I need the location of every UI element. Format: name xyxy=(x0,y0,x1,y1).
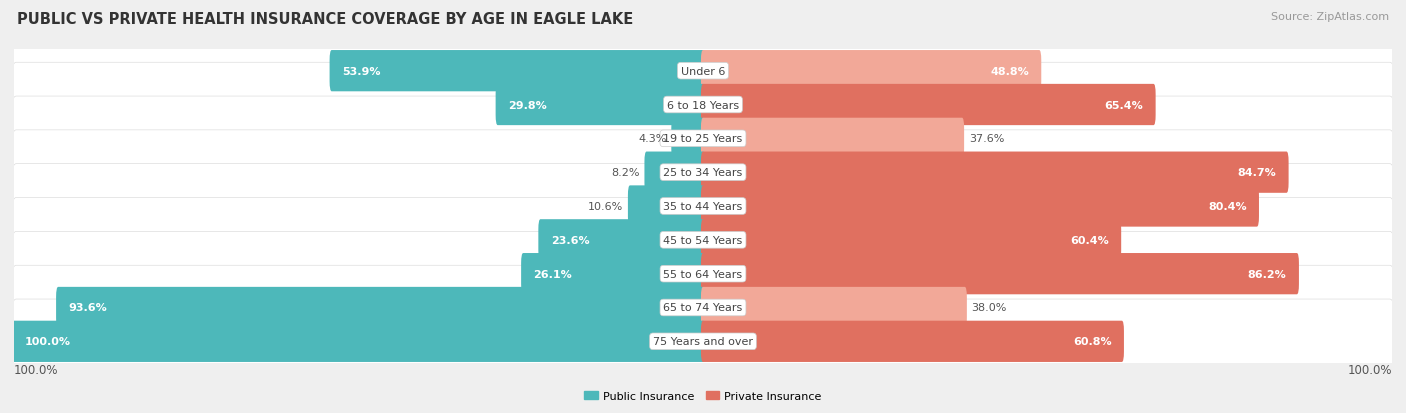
FancyBboxPatch shape xyxy=(11,29,1395,114)
FancyBboxPatch shape xyxy=(702,119,965,159)
Text: 29.8%: 29.8% xyxy=(508,100,547,110)
Text: 60.4%: 60.4% xyxy=(1070,235,1109,245)
FancyBboxPatch shape xyxy=(11,28,1395,115)
Text: 4.3%: 4.3% xyxy=(638,134,666,144)
Text: 6 to 18 Years: 6 to 18 Years xyxy=(666,100,740,110)
FancyBboxPatch shape xyxy=(11,97,1395,181)
Legend: Public Insurance, Private Insurance: Public Insurance, Private Insurance xyxy=(579,386,827,405)
FancyBboxPatch shape xyxy=(13,321,704,362)
FancyBboxPatch shape xyxy=(702,254,1299,294)
FancyBboxPatch shape xyxy=(538,220,704,261)
FancyBboxPatch shape xyxy=(11,62,1395,148)
FancyBboxPatch shape xyxy=(702,287,967,328)
FancyBboxPatch shape xyxy=(702,321,1123,362)
Text: 55 to 64 Years: 55 to 64 Years xyxy=(664,269,742,279)
FancyBboxPatch shape xyxy=(671,119,704,159)
FancyBboxPatch shape xyxy=(11,197,1395,283)
FancyBboxPatch shape xyxy=(702,220,1121,261)
FancyBboxPatch shape xyxy=(11,63,1395,147)
FancyBboxPatch shape xyxy=(56,287,704,328)
FancyBboxPatch shape xyxy=(11,231,1395,317)
FancyBboxPatch shape xyxy=(522,254,704,294)
Text: 26.1%: 26.1% xyxy=(533,269,572,279)
Text: 37.6%: 37.6% xyxy=(969,134,1004,144)
Text: 38.0%: 38.0% xyxy=(972,303,1007,313)
Text: 10.6%: 10.6% xyxy=(588,202,623,211)
Text: Source: ZipAtlas.com: Source: ZipAtlas.com xyxy=(1271,12,1389,22)
Text: 65 to 74 Years: 65 to 74 Years xyxy=(664,303,742,313)
FancyBboxPatch shape xyxy=(11,266,1395,350)
Text: PUBLIC VS PRIVATE HEALTH INSURANCE COVERAGE BY AGE IN EAGLE LAKE: PUBLIC VS PRIVATE HEALTH INSURANCE COVER… xyxy=(17,12,633,27)
FancyBboxPatch shape xyxy=(11,299,1395,384)
FancyBboxPatch shape xyxy=(496,85,704,126)
FancyBboxPatch shape xyxy=(11,265,1395,351)
Text: 8.2%: 8.2% xyxy=(612,168,640,178)
Text: 19 to 25 Years: 19 to 25 Years xyxy=(664,134,742,144)
Text: 100.0%: 100.0% xyxy=(14,363,59,376)
FancyBboxPatch shape xyxy=(11,198,1395,282)
Text: 60.8%: 60.8% xyxy=(1073,337,1112,347)
Text: 53.9%: 53.9% xyxy=(342,66,381,76)
Text: 23.6%: 23.6% xyxy=(551,235,589,245)
Text: 65.4%: 65.4% xyxy=(1105,100,1143,110)
FancyBboxPatch shape xyxy=(11,163,1395,250)
Text: 48.8%: 48.8% xyxy=(990,66,1029,76)
FancyBboxPatch shape xyxy=(11,131,1395,215)
FancyBboxPatch shape xyxy=(11,130,1395,216)
Text: 25 to 34 Years: 25 to 34 Years xyxy=(664,168,742,178)
FancyBboxPatch shape xyxy=(11,232,1395,316)
FancyBboxPatch shape xyxy=(702,186,1258,227)
FancyBboxPatch shape xyxy=(702,152,1289,193)
FancyBboxPatch shape xyxy=(702,51,1042,92)
FancyBboxPatch shape xyxy=(702,85,1156,126)
FancyBboxPatch shape xyxy=(329,51,704,92)
FancyBboxPatch shape xyxy=(11,164,1395,249)
Text: 86.2%: 86.2% xyxy=(1247,269,1286,279)
Text: 35 to 44 Years: 35 to 44 Years xyxy=(664,202,742,211)
FancyBboxPatch shape xyxy=(11,298,1395,385)
Text: 45 to 54 Years: 45 to 54 Years xyxy=(664,235,742,245)
Text: Under 6: Under 6 xyxy=(681,66,725,76)
Text: 80.4%: 80.4% xyxy=(1208,202,1247,211)
Text: 100.0%: 100.0% xyxy=(24,337,70,347)
FancyBboxPatch shape xyxy=(628,186,704,227)
Text: 75 Years and over: 75 Years and over xyxy=(652,337,754,347)
Text: 93.6%: 93.6% xyxy=(69,303,107,313)
FancyBboxPatch shape xyxy=(11,96,1395,182)
FancyBboxPatch shape xyxy=(644,152,704,193)
Text: 84.7%: 84.7% xyxy=(1237,168,1277,178)
Text: 100.0%: 100.0% xyxy=(1347,363,1392,376)
